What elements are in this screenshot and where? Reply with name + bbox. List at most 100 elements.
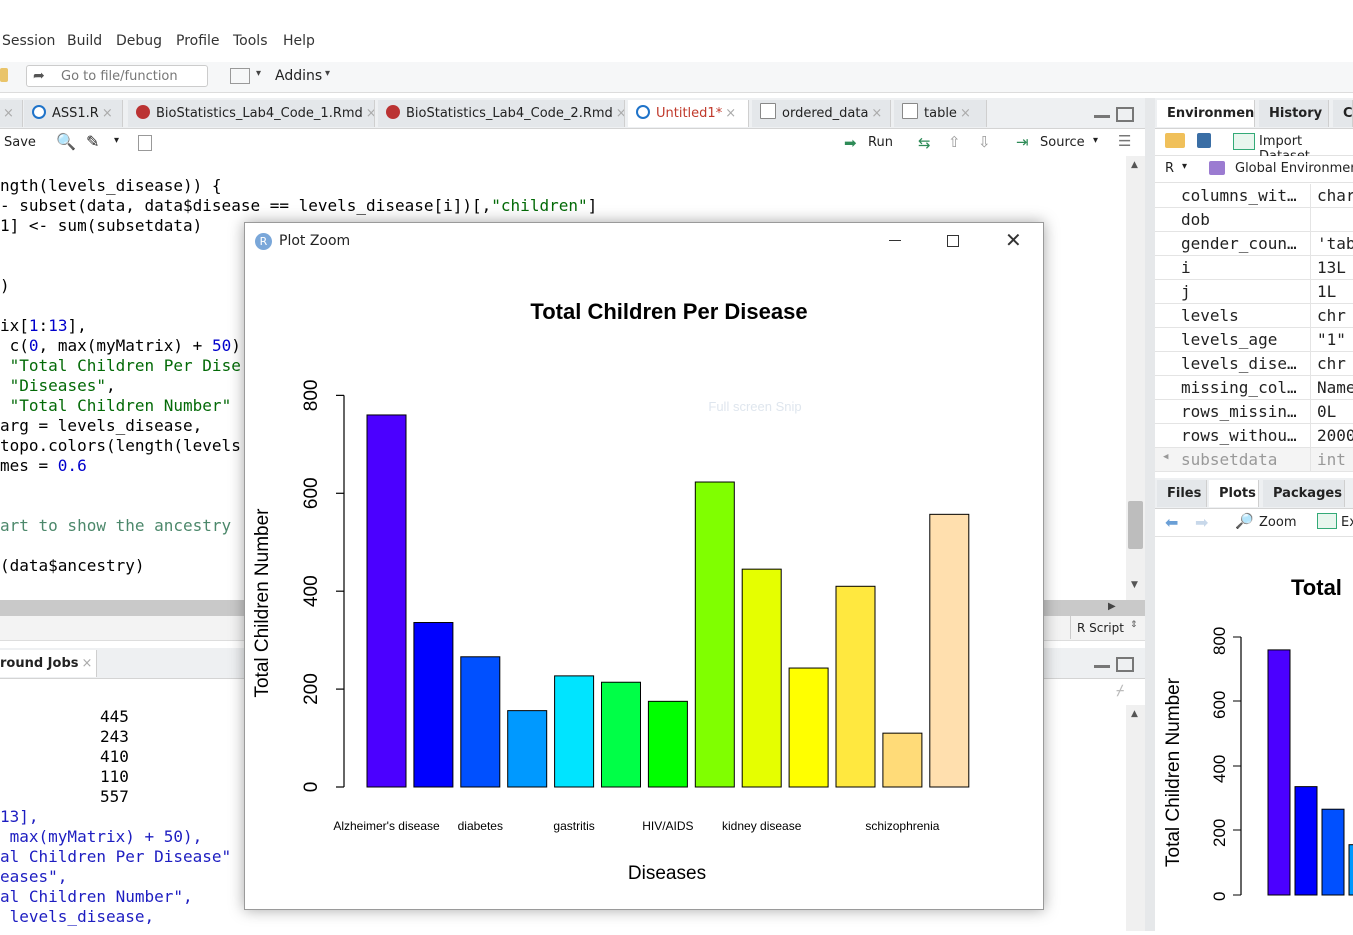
console-line: 445	[100, 707, 129, 726]
code-line: 1] <- sum(subsetdata)	[0, 216, 203, 235]
maximize-pane-icon[interactable]	[1116, 107, 1134, 122]
var-value: 2000	[1317, 426, 1353, 445]
window-titlebar[interactable]: R Plot Zoom ✕	[245, 223, 1043, 259]
close-icon[interactable]: ×	[871, 106, 883, 121]
tab-history[interactable]: History	[1259, 100, 1329, 127]
save-icon[interactable]	[1197, 133, 1211, 148]
table-row[interactable]: dob	[1155, 208, 1353, 232]
table-row[interactable]: missing_col… Name	[1155, 376, 1353, 400]
environment-selector[interactable]: Global Environment	[1235, 161, 1353, 176]
scroll-up-icon[interactable]: ▲	[1131, 160, 1138, 170]
tab-ass1-r[interactable]: ASS1.R ×	[24, 100, 123, 127]
menu-profile[interactable]: Profile	[176, 33, 220, 49]
chevron-down-icon[interactable]: ▾	[114, 135, 120, 146]
tab-environment[interactable]: Environment	[1157, 100, 1255, 127]
console-line: levels_disease,	[0, 907, 155, 926]
language-selector[interactable]: R	[1165, 161, 1175, 176]
x-axis-label: Diseases	[628, 863, 706, 884]
editor-scrollbar[interactable]: ▲ ▼	[1126, 156, 1145, 600]
table-row[interactable]: levels chr	[1155, 304, 1353, 328]
back-arrow-icon[interactable]: ⬅	[1165, 513, 1179, 532]
chevron-down-icon[interactable]: ▾	[256, 68, 262, 79]
tab-label: table	[924, 106, 957, 121]
tab-ordered-data[interactable]: ordered_data ×	[752, 100, 891, 127]
pane-splitter[interactable]	[1145, 98, 1155, 931]
scroll-up-icon[interactable]: ▲	[1131, 709, 1138, 719]
tab-packages[interactable]: Packages	[1263, 480, 1345, 507]
tab-untitled1[interactable]: Untitled1* ×	[628, 100, 749, 127]
tab-lab4-code-2[interactable]: BioStatistics_Lab4_Code_2.Rmd×	[378, 100, 625, 127]
broom-icon[interactable]: ⌿	[1116, 683, 1125, 699]
console-scrollbar[interactable]: ▲	[1126, 705, 1145, 931]
table-row[interactable]: j 1L	[1155, 280, 1353, 304]
table-row[interactable]: gender_coun… 'tab	[1155, 232, 1353, 256]
minimize-pane-icon[interactable]	[1094, 665, 1110, 668]
rerun-icon[interactable]: ⇆	[918, 134, 931, 152]
bar	[788, 667, 829, 788]
chevron-down-icon[interactable]: ▾	[325, 68, 331, 79]
close-icon[interactable]: ×	[959, 106, 971, 121]
minimize-pane-icon[interactable]	[1094, 115, 1110, 118]
table-row[interactable]: rows_missin… 0L	[1155, 400, 1353, 424]
menu-build[interactable]: Build	[67, 33, 103, 49]
menu-session[interactable]: Session	[2, 33, 56, 49]
environment-table: columns_wit… char dob gender_coun… 'tab i 1…	[1155, 184, 1353, 472]
tab-lab4-code-1[interactable]: BioStatistics_Lab4_Code_1.Rmd×	[128, 100, 375, 127]
chevron-updown-icon[interactable]: ⇕	[1130, 620, 1138, 630]
tab-files[interactable]: Files	[1157, 480, 1207, 507]
maximize-pane-icon[interactable]	[1116, 657, 1134, 672]
file-type-selector[interactable]: R Script	[1077, 621, 1124, 635]
tab-plots[interactable]: Plots	[1209, 480, 1259, 507]
forward-arrow-icon[interactable]: ➡	[1195, 513, 1209, 532]
chevron-down-icon[interactable]: ▾	[1182, 161, 1188, 172]
scroll-thumb[interactable]	[1128, 501, 1143, 549]
close-window-icon[interactable]: ✕	[1005, 228, 1022, 252]
close-icon[interactable]: ×	[101, 106, 113, 121]
scroll-down-icon[interactable]: ▼	[1131, 580, 1138, 590]
addins-menu[interactable]: Addins	[275, 68, 323, 84]
goto-file-input[interactable]: ➦ Go to file/function	[26, 65, 208, 87]
close-icon[interactable]: ×	[725, 106, 737, 121]
table-row[interactable]: ◀ subsetdata int	[1155, 448, 1353, 472]
console-line: 557	[100, 787, 129, 806]
document-outline-icon[interactable]	[138, 135, 152, 151]
bar	[882, 732, 923, 788]
outline-menu-icon[interactable]: ☰	[1118, 132, 1132, 150]
search-icon[interactable]: 🔍	[56, 132, 76, 151]
table-row[interactable]: levels_dise… chr	[1155, 352, 1353, 376]
scroll-right-icon[interactable]: ▶	[1108, 601, 1116, 612]
arrow-up-icon[interactable]: ⇧	[948, 133, 961, 151]
grid-layout-icon[interactable]	[230, 68, 250, 84]
open-project-icon[interactable]	[0, 68, 8, 82]
tab-hidden[interactable]: ×	[0, 100, 23, 127]
bar	[460, 656, 501, 788]
close-icon[interactable]: ×	[366, 106, 374, 121]
chevron-down-icon[interactable]: ▾	[1093, 135, 1099, 146]
export-button[interactable]: Ex	[1341, 515, 1353, 530]
tab-connections[interactable]: C	[1333, 100, 1353, 127]
source-button[interactable]: Source	[1040, 135, 1085, 150]
open-folder-icon[interactable]	[1165, 133, 1185, 148]
menu-debug[interactable]: Debug	[116, 33, 163, 49]
close-icon[interactable]: ×	[616, 106, 624, 121]
minimize-window-icon[interactable]	[889, 240, 901, 241]
table-row[interactable]: rows_withou… 2000	[1155, 424, 1353, 448]
run-button[interactable]: Run	[868, 135, 893, 150]
maximize-window-icon[interactable]	[947, 235, 959, 247]
zoom-button[interactable]: Zoom	[1259, 515, 1297, 530]
table-row[interactable]: columns_wit… char	[1155, 184, 1353, 208]
tab-table[interactable]: table ×	[894, 100, 987, 127]
table-row[interactable]: i 13L	[1155, 256, 1353, 280]
var-value: 13L	[1317, 258, 1346, 277]
save-button[interactable]: Save	[4, 135, 36, 150]
menu-help[interactable]: Help	[283, 33, 315, 49]
magic-wand-icon[interactable]: ✎	[86, 132, 100, 151]
var-name: dob	[1181, 210, 1210, 229]
tab-background-jobs[interactable]: round Jobs ×	[0, 650, 97, 677]
table-row[interactable]: levels_age "1"	[1155, 328, 1353, 352]
arrow-down-icon[interactable]: ⇩	[978, 133, 991, 151]
close-icon[interactable]: ×	[81, 656, 93, 671]
menu-tools[interactable]: Tools	[233, 33, 268, 49]
scroll-left-icon[interactable]: ◀	[1163, 452, 1169, 462]
mini-tick-label: 800	[1210, 627, 1229, 655]
